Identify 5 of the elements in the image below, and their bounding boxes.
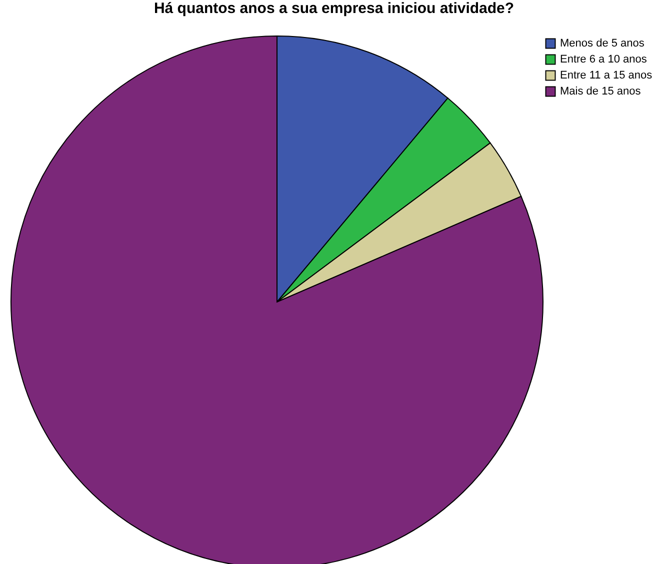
chart-title: Há quantos anos a sua empresa iniciou atividade? [154,0,514,17]
legend-label: Menos de 5 anos [560,38,645,50]
legend-label: Entre 11 a 15 anos [560,70,653,82]
legend-label: Entre 6 a 10 anos [560,54,648,66]
legend-label: Mais de 15 anos [560,86,642,98]
